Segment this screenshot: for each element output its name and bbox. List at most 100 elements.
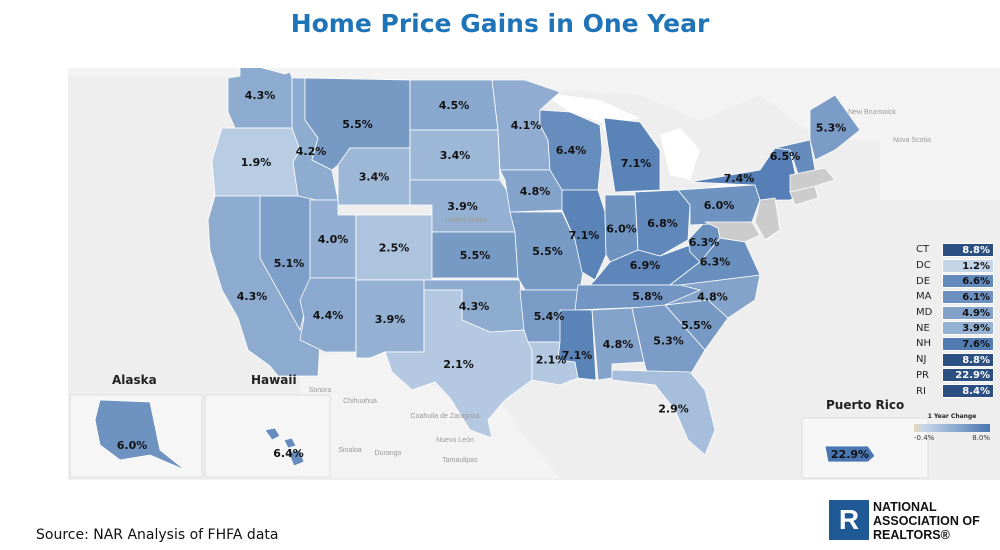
small-state-value: 6.1% <box>942 289 994 304</box>
state-label-NE: 3.9% <box>447 200 478 213</box>
geo-label-nova-scotia: Nova Scotia <box>893 137 931 144</box>
small-state-abbr: DC <box>916 260 931 272</box>
state-WY[interactable] <box>337 147 411 206</box>
state-PR[interactable] <box>824 445 876 463</box>
puerto-rico-label: Puerto Rico <box>826 398 904 412</box>
great-lakes-water <box>540 92 745 198</box>
states-layer <box>207 68 861 456</box>
state-label-KS: 5.5% <box>460 249 491 262</box>
state-label-HI: 6.4% <box>273 447 304 460</box>
color-legend: 1 Year Change -0.4% 8.0% <box>914 413 990 442</box>
small-state-row: DE 6.6% <box>908 273 1000 289</box>
state-label-KY: 6.9% <box>630 259 661 272</box>
state-label-OH: 6.8% <box>647 217 678 230</box>
small-state-abbr: MA <box>916 291 932 303</box>
state-label-MS: 7.1% <box>562 349 593 362</box>
small-state-value: 7.6% <box>942 336 994 351</box>
state-label-TX: 2.1% <box>443 358 474 371</box>
small-state-row: PR 22.9% <box>908 368 1000 384</box>
legend-title: 1 Year Change <box>927 413 977 420</box>
geo-label-durango: Durango <box>375 450 402 457</box>
small-state-row: DC 1.2% <box>908 258 1000 274</box>
legend-min-label: -0.4% <box>914 434 935 442</box>
geo-label-nuevo-leon: Nuevo León <box>436 437 474 444</box>
state-MD[interactable] <box>704 221 761 243</box>
small-state-value: 1.2% <box>942 258 994 273</box>
state-label-IL: 7.1% <box>569 229 600 242</box>
state-label-PA: 6.0% <box>704 199 735 212</box>
small-state-value: 22.9% <box>942 368 994 383</box>
small-state-value: 6.6% <box>942 274 994 289</box>
state-label-VT: 6.5% <box>770 150 801 163</box>
state-label-ND: 4.5% <box>439 99 470 112</box>
small-state-row: NH 7.6% <box>908 336 1000 352</box>
state-label-WI: 6.4% <box>556 144 587 157</box>
small-state-row: MD 4.9% <box>908 305 1000 321</box>
state-label-CA: 4.3% <box>237 290 268 303</box>
small-state-abbr: MD <box>916 307 933 319</box>
small-state-row: RI 8.4% <box>908 383 1000 399</box>
state-label-GA: 5.3% <box>653 335 684 348</box>
nar-logo-text: NATIONAL ASSOCIATION OF REALTORS® <box>873 500 980 542</box>
legend-labels: -0.4% 8.0% <box>914 434 990 442</box>
state-ME[interactable] <box>809 94 861 161</box>
us-choropleth-map: Sonora Chihuahua Coahuila de Zaragoza Nu… <box>68 68 1000 479</box>
small-state-row: MA 6.1% <box>908 289 1000 305</box>
small-state-abbr: PR <box>916 369 929 381</box>
state-label-FL: 2.9% <box>658 403 689 416</box>
small-state-abbr: NH <box>916 338 931 350</box>
state-AK[interactable] <box>94 399 186 471</box>
small-state-abbr: NJ <box>916 354 927 366</box>
state-NJ[interactable] <box>754 197 781 241</box>
small-state-value: 8.8% <box>942 352 994 367</box>
nar-logo-letter: R <box>838 504 860 535</box>
state-TX[interactable] <box>384 289 533 439</box>
small-state-abbr: RI <box>916 385 926 397</box>
geo-labels: Sonora Chihuahua Coahuila de Zaragoza Nu… <box>309 109 931 464</box>
state-label-MN: 4.1% <box>511 119 542 132</box>
state-NC[interactable] <box>664 274 761 319</box>
geo-label-united-states: United States <box>445 217 488 224</box>
state-FL[interactable] <box>611 369 716 456</box>
state-label-NC: 4.8% <box>697 291 728 304</box>
small-state-value: 3.9% <box>942 321 994 336</box>
geo-label-sonora: Sonora <box>309 387 332 394</box>
small-state-value: 8.8% <box>942 242 994 257</box>
state-label-MT: 5.5% <box>342 118 373 131</box>
state-label-NV: 5.1% <box>274 257 305 270</box>
state-MA[interactable] <box>789 167 836 193</box>
state-label-UT: 4.0% <box>318 233 349 246</box>
state-label-AL: 4.8% <box>603 338 634 351</box>
state-label-LA: 2.1% <box>536 354 567 367</box>
state-label-SD: 3.4% <box>440 149 471 162</box>
legend-max-label: 8.0% <box>972 434 990 442</box>
page-title: Home Price Gains in One Year <box>290 9 710 38</box>
state-label-SC: 5.5% <box>681 319 712 332</box>
small-state-row: NE 3.9% <box>908 320 1000 336</box>
geo-label-new-brunswick: New Brunswick <box>848 109 896 116</box>
state-label-NM: 3.9% <box>375 313 406 326</box>
state-label-AK: 6.0% <box>117 439 148 452</box>
nar-logo-line-2: ASSOCIATION OF <box>873 514 980 528</box>
state-label-WY: 3.4% <box>359 171 390 184</box>
geo-label-tamaulipas: Tamaulipas <box>442 457 478 464</box>
state-HI[interactable] <box>264 427 305 467</box>
geo-label-chihuahua: Chihuahua <box>343 398 377 405</box>
state-label-VA: 6.3% <box>700 256 731 269</box>
state-label-MI: 7.1% <box>621 157 652 170</box>
state-label-TN: 5.8% <box>632 290 663 303</box>
state-label-MO: 5.5% <box>532 245 563 258</box>
state-MI[interactable] <box>603 117 661 193</box>
nar-logo-line-3: REALTORS® <box>873 528 950 542</box>
state-label-CO: 2.5% <box>379 242 410 255</box>
state-label-OK: 4.3% <box>459 300 490 313</box>
source-note: Source: NAR Analysis of FHFA data <box>36 527 279 543</box>
nar-logo-mark: R <box>829 500 869 540</box>
small-state-abbr: CT <box>916 244 930 256</box>
state-label-AR: 5.4% <box>534 310 565 323</box>
state-label-OR: 1.9% <box>241 156 272 169</box>
mexico-land <box>300 352 560 478</box>
small-state-value: 4.9% <box>942 305 994 320</box>
small-state-value: 8.4% <box>942 384 994 399</box>
state-label-ID: 4.2% <box>296 145 327 158</box>
